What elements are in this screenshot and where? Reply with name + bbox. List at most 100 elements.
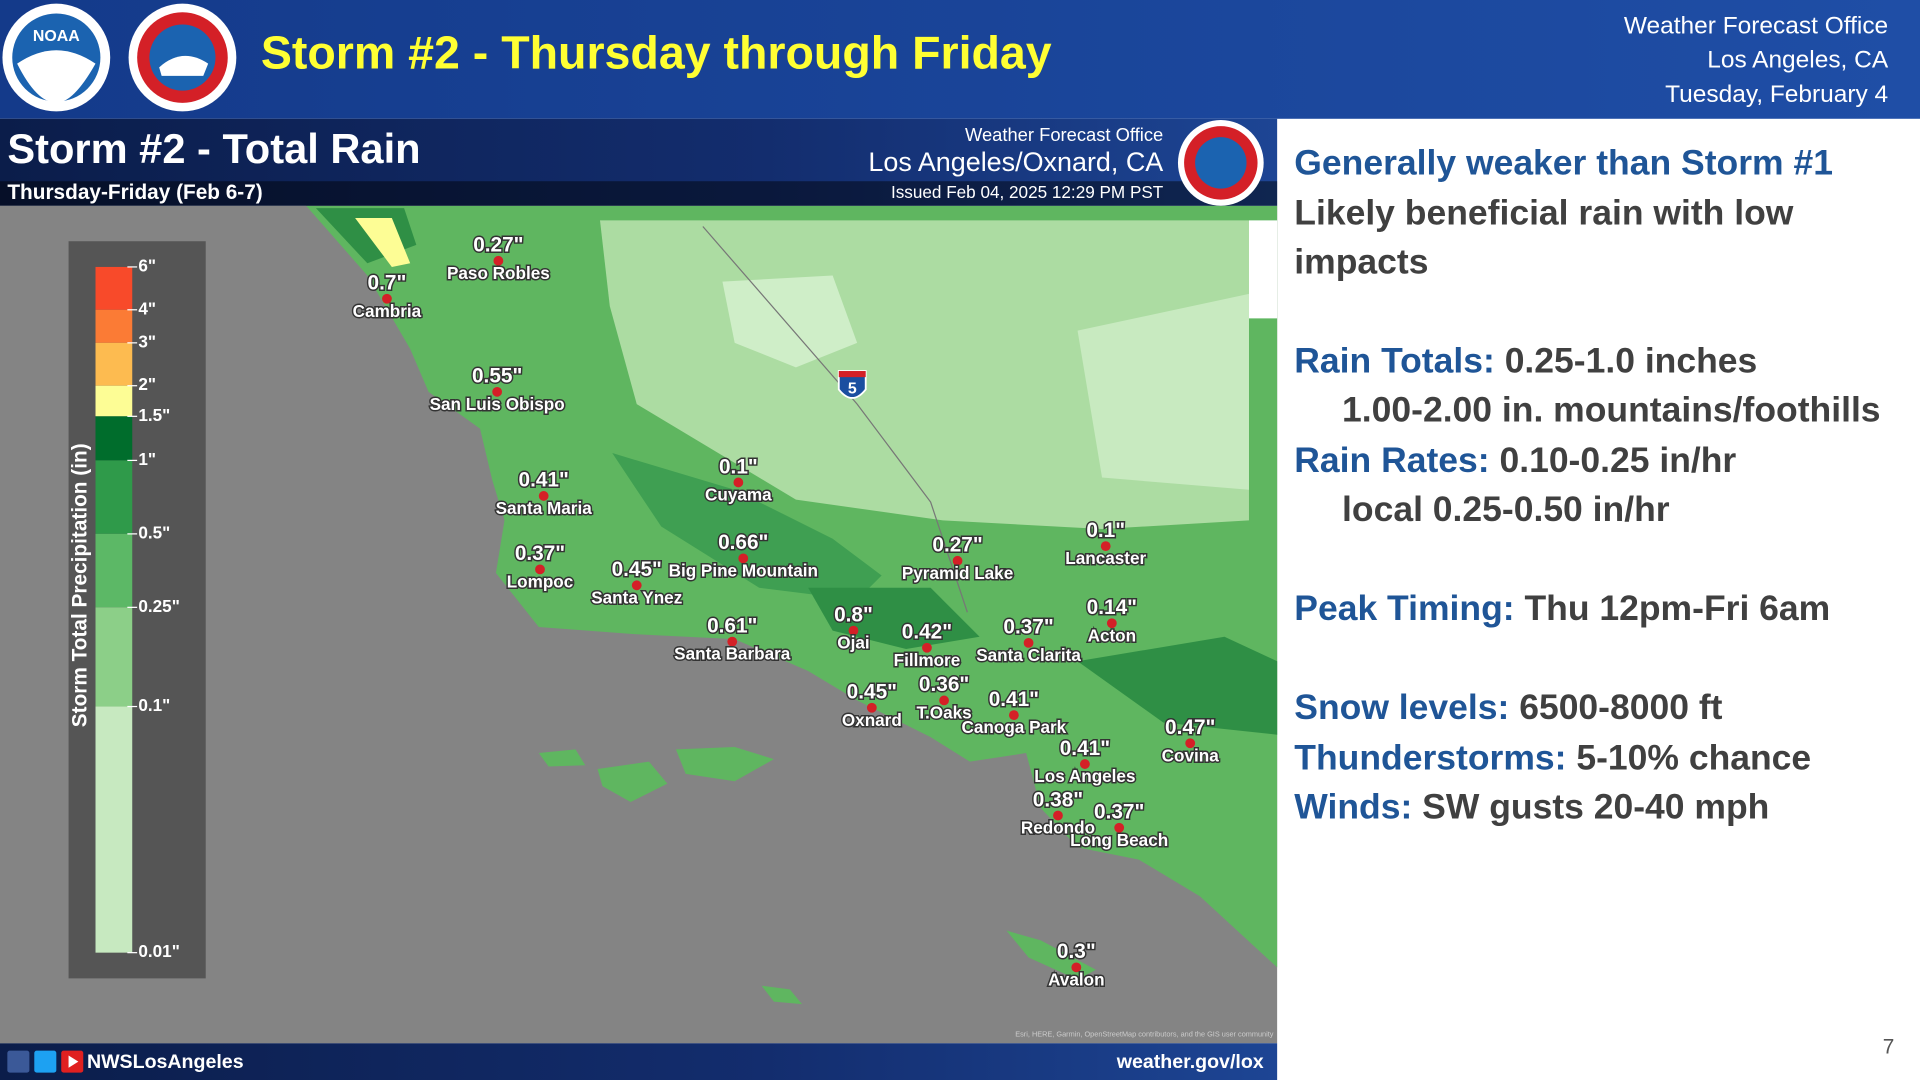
city-name: Fillmore bbox=[894, 650, 961, 670]
legend-label: 0.01" bbox=[138, 941, 179, 961]
city-dot bbox=[952, 555, 963, 566]
highway bbox=[702, 226, 968, 613]
legend-label: 1.5" bbox=[138, 405, 170, 425]
text-line: local 0.25-0.50 in/hr bbox=[1342, 489, 1670, 529]
legend-title: Storm Total Precipitation (in) bbox=[68, 443, 91, 727]
city-name: Los Angeles bbox=[1034, 766, 1135, 786]
city-name: Santa Clarita bbox=[976, 645, 1081, 665]
city-dot bbox=[1023, 637, 1034, 648]
legend-swatch bbox=[95, 309, 133, 343]
map-location: Los Angeles/Oxnard, CA bbox=[868, 147, 1163, 177]
city-dot bbox=[538, 491, 549, 501]
city-name: Cuyama bbox=[705, 484, 772, 504]
text-label: Snow levels: bbox=[1294, 688, 1509, 728]
city-value: 0.3" bbox=[1057, 940, 1096, 963]
text-line: Rain Rates: 0.10-0.25 in/hr bbox=[1294, 440, 1736, 480]
text-label: Thunderstorms: bbox=[1294, 738, 1566, 778]
map-title: Storm #2 - Total Rain bbox=[7, 125, 420, 172]
text-line: impacts bbox=[1294, 242, 1428, 282]
city-value: 0.1" bbox=[719, 455, 758, 478]
city-dot bbox=[1080, 759, 1090, 769]
city-name: Santa Maria bbox=[496, 498, 593, 518]
attribution: Esri, HERE, Garmin, OpenStreetMap contri… bbox=[1015, 1030, 1274, 1039]
city-value: 0.41" bbox=[519, 469, 569, 492]
island bbox=[538, 749, 586, 767]
header-office: Los Angeles, CA bbox=[1707, 47, 1889, 74]
city-value: 0.66" bbox=[718, 531, 768, 554]
nws-logo-inner bbox=[1195, 137, 1247, 189]
text-panel: Generally weaker than Storm #1 Likely ben… bbox=[1294, 143, 1880, 827]
twitter-icon bbox=[34, 1050, 57, 1073]
footer-url: weather.gov/lox bbox=[1116, 1051, 1264, 1073]
city-name: Cambria bbox=[353, 301, 422, 321]
city-name: Long Beach bbox=[1070, 830, 1168, 850]
city-value: 0.45" bbox=[847, 681, 897, 704]
mountains bbox=[1077, 636, 1278, 735]
map-subtitle: Thursday-Friday (Feb 6-7) bbox=[7, 181, 262, 204]
city-name: Ojai bbox=[837, 633, 869, 653]
legend: 6" 4" 3" 2" 1.5" 1" 0.5" 0.25" 0.1" 0.01" bbox=[95, 255, 180, 961]
city-dot bbox=[922, 642, 932, 653]
text-body: impacts bbox=[1294, 242, 1428, 282]
mountains-high bbox=[355, 217, 411, 267]
facebook-icon bbox=[7, 1050, 30, 1073]
city-name: Covina bbox=[1162, 745, 1220, 765]
city-dot bbox=[738, 553, 749, 564]
text-line: Snow levels: 6500-8000 ft bbox=[1294, 688, 1722, 728]
text-body: 6500-8000 ft bbox=[1519, 688, 1722, 728]
cities: 0.27" Paso Robles 0.7" Cambria 0.55" San Luis… bbox=[351, 232, 1220, 991]
text-body: Thu 12pm-Fri 6am bbox=[1524, 588, 1830, 628]
legend-swatch bbox=[95, 607, 133, 707]
city-dot bbox=[848, 625, 859, 636]
noaa-logo-text: NOAA bbox=[33, 28, 80, 45]
city-name: Canoga Park bbox=[962, 717, 1067, 737]
city-dot bbox=[493, 255, 504, 266]
city-dot bbox=[939, 695, 949, 706]
city-dot bbox=[631, 580, 642, 591]
city-dot bbox=[866, 702, 877, 713]
text-label: Peak Timing: bbox=[1294, 588, 1514, 628]
city-dot bbox=[1185, 738, 1196, 749]
city-dot bbox=[1008, 710, 1019, 720]
city-value: 0.27" bbox=[473, 234, 523, 257]
city-name: San Luis Obispo bbox=[430, 394, 565, 414]
header-office: Weather Forecast Office bbox=[1624, 12, 1888, 39]
inland-lighter bbox=[1077, 293, 1249, 490]
city-value: 0.41" bbox=[989, 688, 1039, 711]
text-body: SW gusts 20-40 mph bbox=[1422, 787, 1769, 827]
inland-lighter bbox=[722, 275, 858, 368]
text-line: Generally weaker than Storm #1 bbox=[1294, 143, 1833, 183]
text-label: Rain Rates: bbox=[1294, 440, 1489, 480]
city-value: 0.47" bbox=[1165, 716, 1215, 739]
header-office: Tuesday, February 4 bbox=[1665, 81, 1888, 108]
city-value: 0.38" bbox=[1033, 788, 1083, 811]
city-name: Avalon bbox=[1048, 969, 1104, 989]
city-value: 0.14" bbox=[1087, 596, 1137, 619]
header-bar bbox=[0, 0, 1920, 119]
text-body: 0.10-0.25 in/hr bbox=[1499, 440, 1736, 480]
legend-swatch bbox=[95, 416, 133, 461]
city-dot bbox=[535, 564, 545, 575]
page-number: 7 bbox=[1883, 1036, 1895, 1059]
city-name: Acton bbox=[1088, 625, 1137, 645]
legend-swatch bbox=[95, 266, 133, 310]
city-name: Paso Robles bbox=[447, 263, 550, 283]
text-label: Generally weaker than Storm #1 bbox=[1294, 143, 1833, 183]
city-value: 0.55" bbox=[472, 365, 522, 388]
text-label: Rain Totals: bbox=[1294, 341, 1495, 381]
city-name: Lompoc bbox=[507, 571, 574, 591]
city-dot bbox=[1053, 810, 1063, 821]
legend-box bbox=[68, 241, 206, 979]
city-name: Santa Ynez bbox=[591, 587, 682, 607]
text-label: Winds: bbox=[1294, 787, 1412, 827]
legend-label: 2" bbox=[138, 374, 156, 394]
city-value: 0.36" bbox=[919, 673, 969, 696]
city-dot bbox=[1071, 962, 1082, 973]
city-name: T.Oaks bbox=[916, 702, 971, 722]
city-dot bbox=[733, 477, 744, 488]
legend-label: 6" bbox=[138, 255, 156, 275]
city-dot bbox=[727, 636, 738, 647]
text-line: Winds: SW gusts 20-40 mph bbox=[1294, 787, 1769, 827]
legend-swatch bbox=[95, 533, 133, 608]
island bbox=[597, 761, 668, 803]
